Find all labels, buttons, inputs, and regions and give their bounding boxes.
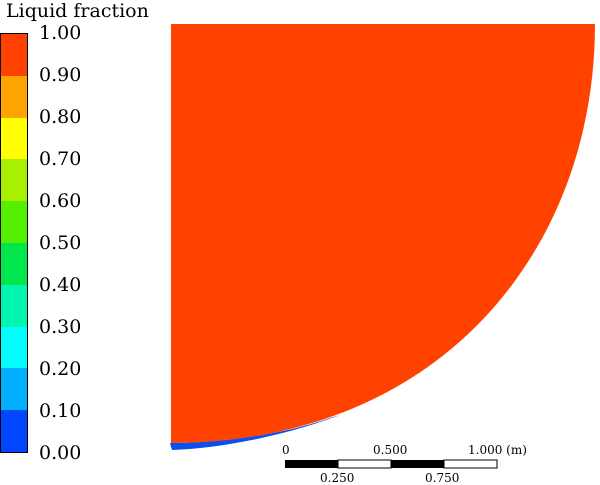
scale-bar-segment: [337, 459, 392, 469]
legend-tick-label: 0.00: [39, 442, 82, 464]
legend-tick-label: 1.00: [39, 22, 82, 44]
legend-tick-label: 0.90: [39, 64, 82, 86]
legend-swatch: [1, 368, 27, 411]
legend-title: Liquid fraction: [6, 0, 149, 22]
scale-label-0-500: 0.500: [373, 443, 408, 457]
scale-label-0: 0: [282, 443, 290, 457]
legend-tick-label: 0.80: [39, 106, 82, 128]
legend-swatch: [1, 159, 27, 202]
legend-swatch: [1, 284, 27, 327]
scale-bar-segment: [391, 460, 444, 468]
scale-label-0-250: 0.250: [320, 471, 355, 485]
legend-swatch: [1, 410, 27, 452]
legend-tick-label: 0.10: [39, 400, 82, 422]
legend-tick-label: 0.70: [39, 148, 82, 170]
legend-swatch: [1, 242, 27, 285]
legend-tick-label: 0.30: [39, 316, 82, 338]
legend-swatch: [1, 75, 27, 118]
scale-bar-segment: [443, 459, 498, 469]
legend-swatch: [1, 326, 27, 369]
scale-label-0-750: 0.750: [425, 471, 460, 485]
legend-tick-label: 0.20: [39, 358, 82, 380]
legend-swatch: [1, 34, 27, 76]
scale-label-1-000-m: 1.000 (m): [468, 443, 527, 457]
legend-tick-label: 0.40: [39, 274, 82, 296]
color-legend-bar: [0, 33, 28, 453]
scale-bar: [285, 459, 498, 469]
legend-swatch: [1, 201, 27, 243]
legend-tick-label: 0.60: [39, 190, 82, 212]
scale-bar-segment: [285, 460, 338, 468]
legend-tick-label: 0.50: [39, 232, 82, 254]
contour-quarter-disk: [171, 24, 595, 443]
legend-swatch: [1, 117, 27, 160]
